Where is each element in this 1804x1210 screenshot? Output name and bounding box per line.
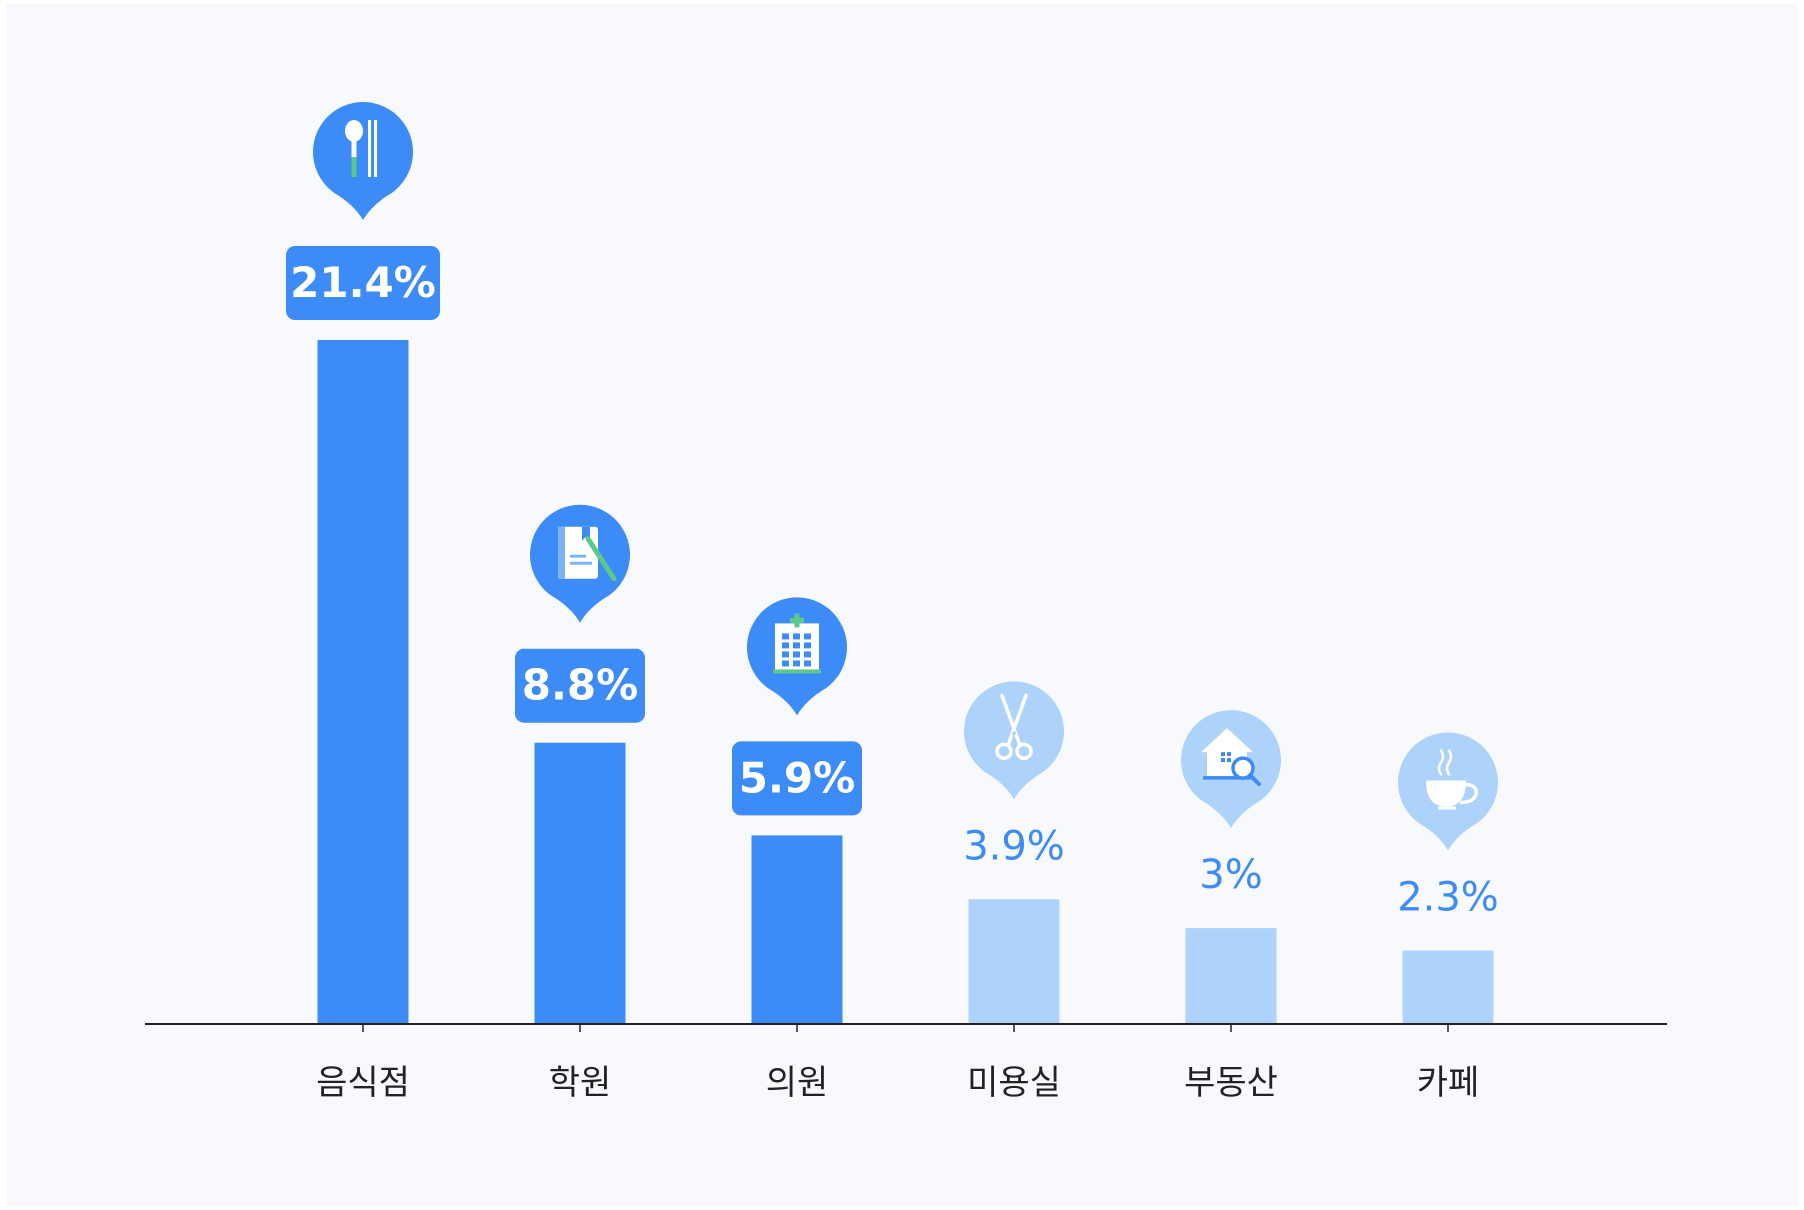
chart-background <box>6 4 1798 1206</box>
coffee-cup-icon <box>1426 749 1478 810</box>
bar-2 <box>751 835 843 1024</box>
value-label-4: 3% <box>1199 852 1262 898</box>
marker-pin-3 <box>964 681 1064 800</box>
category-labels: 음식점 학원 의원 미용실 부동산 카페 <box>316 1063 1479 1103</box>
marker-pin-0 <box>313 101 413 220</box>
book-pencil-icon <box>558 526 617 582</box>
bar-4 <box>1185 928 1277 1024</box>
hospital-icon <box>773 613 821 674</box>
hospital-marker <box>747 597 847 716</box>
scissors-icon <box>995 693 1033 761</box>
book-pencil-marker <box>530 504 630 623</box>
spoon-chopsticks-marker <box>313 101 413 220</box>
category-label-5: 카페 <box>1417 1063 1480 1103</box>
category-label-0: 음식점 <box>316 1063 410 1103</box>
value-badge-2 <box>732 741 862 816</box>
bar-0 <box>317 340 409 1024</box>
category-label-1: 학원 <box>549 1063 612 1103</box>
bars-layer <box>317 340 1494 1024</box>
icon-markers <box>313 101 1498 851</box>
value-badge-0 <box>286 246 440 320</box>
category-label-3: 미용실 <box>967 1063 1061 1103</box>
coffee-cup-marker <box>1398 732 1498 851</box>
value-label-3: 3.9% <box>963 823 1065 869</box>
value-label-5: 2.3% <box>1397 874 1499 920</box>
value-labels: 21.4% 8.8% 5.9% 3.9% 3% 2.3% <box>286 246 1499 920</box>
category-label-4: 부동산 <box>1184 1063 1278 1103</box>
scissors-marker <box>964 681 1064 800</box>
category-label-2: 의원 <box>766 1063 829 1103</box>
value-label-1: 8.8% <box>522 661 638 710</box>
value-badge-1 <box>515 648 645 723</box>
bar-3 <box>968 899 1060 1024</box>
bar-1 <box>534 742 626 1024</box>
value-label-2: 5.9% <box>739 753 855 802</box>
bar-5 <box>1402 950 1494 1024</box>
x-axis-ticks <box>362 1024 1449 1032</box>
house-search-marker <box>1181 710 1281 829</box>
value-label-0: 21.4% <box>290 258 436 307</box>
house-search-icon <box>1201 728 1261 787</box>
spoon-chopsticks-icon <box>345 120 377 177</box>
